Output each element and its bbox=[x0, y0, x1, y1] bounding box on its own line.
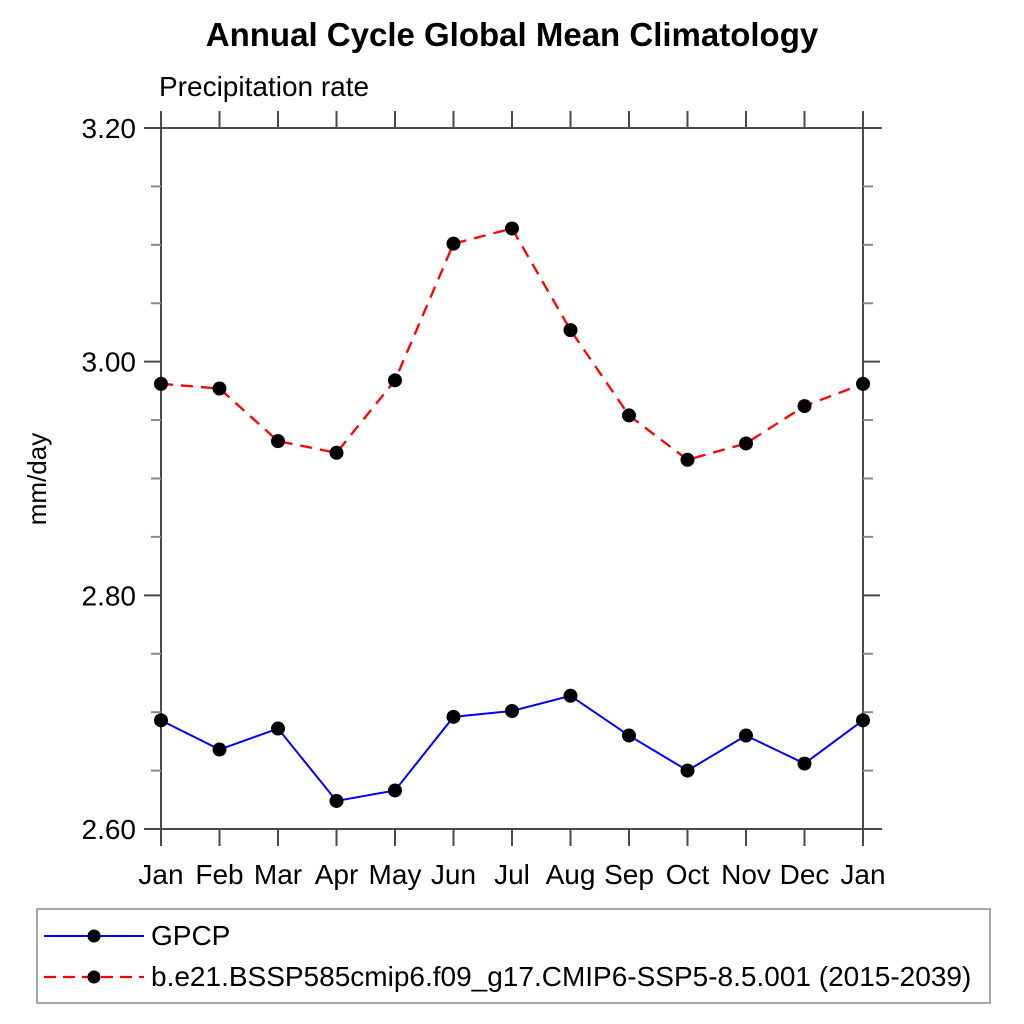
y-tick-label: 2.60 bbox=[82, 814, 137, 845]
data-point-marker bbox=[154, 713, 168, 728]
data-point-marker bbox=[739, 436, 753, 451]
y-tick-label: 3.00 bbox=[82, 347, 137, 378]
data-point-marker bbox=[856, 713, 870, 728]
data-point-marker bbox=[388, 373, 402, 388]
data-point-marker bbox=[856, 376, 870, 391]
x-tick-label: Jan bbox=[840, 859, 885, 890]
data-point-marker bbox=[505, 221, 519, 236]
x-tick-label: Aug bbox=[546, 859, 596, 890]
legend-line-sample-icon bbox=[44, 929, 144, 943]
x-tick-label: Mar bbox=[254, 859, 302, 890]
data-point-marker bbox=[622, 408, 636, 423]
x-tick-label: Jul bbox=[494, 859, 530, 890]
data-point-marker bbox=[622, 728, 636, 743]
y-tick-label: 3.20 bbox=[82, 113, 137, 144]
legend-item-gpcp: GPCP bbox=[42, 920, 231, 951]
data-point-marker bbox=[505, 703, 519, 718]
data-point-marker bbox=[680, 763, 695, 778]
data-point-marker bbox=[212, 381, 227, 396]
x-tick-label: Jan bbox=[138, 859, 183, 890]
data-point-marker bbox=[271, 721, 285, 736]
x-tick-label: Nov bbox=[721, 859, 771, 890]
data-point-marker bbox=[388, 783, 402, 798]
legend-line-sample-icon bbox=[44, 970, 144, 984]
data-point-marker bbox=[212, 742, 227, 757]
chart-title: Annual Cycle Global Mean Climatology bbox=[205, 16, 819, 53]
x-tick-label: May bbox=[369, 859, 422, 890]
data-point-marker bbox=[154, 376, 168, 391]
x-tick-label: Apr bbox=[315, 859, 359, 890]
data-point-marker bbox=[797, 756, 812, 771]
legend-label-model: b.e21.BSSP585cmip6.f09_g17.CMIP6-SSP5-8.… bbox=[151, 961, 972, 992]
legend-box: GPCP b.e21.BSSP585cmip6.f09_g17.CMIP6-SS… bbox=[36, 908, 991, 1004]
data-point-marker bbox=[563, 688, 578, 703]
series-line-1 bbox=[160, 227, 864, 462]
x-tick-label: Sep bbox=[604, 859, 654, 890]
y-tick-label: 2.80 bbox=[82, 580, 137, 611]
data-point-marker bbox=[446, 709, 461, 724]
legend-item-model: b.e21.BSSP585cmip6.f09_g17.CMIP6-SSP5-8.… bbox=[42, 961, 972, 992]
x-tick-label: Feb bbox=[195, 859, 243, 890]
data-point-marker bbox=[329, 793, 344, 808]
x-tick-label: Oct bbox=[666, 859, 710, 890]
data-point-marker bbox=[271, 434, 285, 449]
data-point-marker bbox=[446, 236, 461, 251]
x-tick-label: Jun bbox=[431, 859, 476, 890]
data-point-marker bbox=[739, 728, 753, 743]
legend-label-gpcp: GPCP bbox=[151, 920, 231, 951]
x-tick-label: Dec bbox=[780, 859, 830, 890]
data-point-marker bbox=[329, 445, 344, 460]
data-point-marker bbox=[563, 323, 578, 338]
chart-subtitle: Precipitation rate bbox=[159, 71, 370, 102]
data-point-marker bbox=[797, 399, 812, 414]
data-point-marker bbox=[680, 452, 695, 467]
